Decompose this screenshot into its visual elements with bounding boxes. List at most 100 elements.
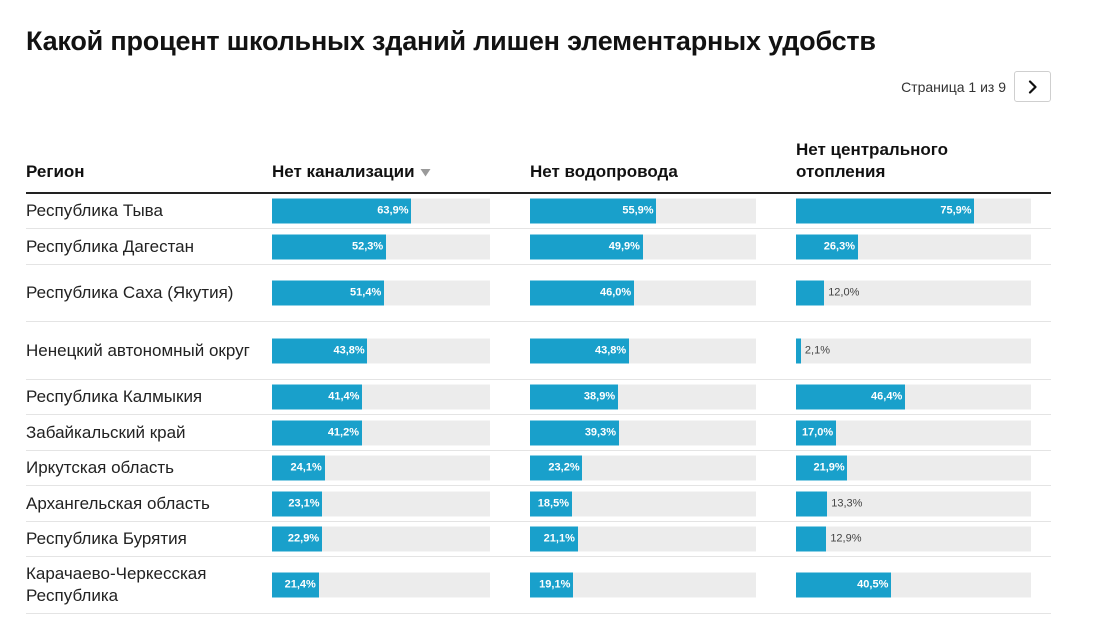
bar-track-no-heating: 26,3% — [796, 234, 1031, 259]
bar-value-label: 2,1% — [804, 344, 830, 356]
chevron-right-icon — [1028, 79, 1037, 94]
bar-value-label: 39,3% — [584, 426, 617, 438]
bar-track-no-sewerage: 63,9% — [272, 198, 490, 224]
bar-no-heating — [796, 384, 906, 410]
bar-no-sewerage — [272, 572, 319, 598]
bar-track-no-sewerage: 41,4% — [272, 384, 490, 410]
bar-value-label: 52,3% — [352, 240, 384, 252]
bar-value-label: 23,2% — [548, 461, 580, 474]
bar-value-label: 75,9% — [940, 204, 972, 217]
region-name: Республика Саха (Якутия) — [26, 283, 234, 302]
table-row: Республика Тыва 63,9% 55,9% 75,9% — [26, 194, 1051, 229]
bar-value-label: 21,1% — [543, 532, 575, 545]
bar-track-no-sewerage: 24,1% — [272, 455, 490, 481]
column-header-no-water[interactable]: Нет водопровода — [530, 162, 678, 181]
bar-no-sewerage — [272, 491, 323, 516]
bar-value-label: 26,3% — [823, 240, 855, 252]
bar-track-no-water: 18,5% — [530, 491, 756, 516]
bar-value-label: 38,9% — [583, 390, 616, 403]
bar-track-no-heating: 21,9% — [796, 455, 1031, 481]
region-name: Ненецкий автономный округ — [26, 340, 250, 360]
bar-track-no-sewerage: 22,9% — [272, 526, 490, 552]
table-row: Республика Калмыкия 41,4% 38,9% 46,4% — [26, 380, 1051, 415]
bar-no-heating — [796, 491, 828, 516]
bar-track-no-water: 38,9% — [530, 384, 756, 410]
column-header-label: Нет канализации — [272, 162, 415, 181]
bar-value-label: 43,8% — [594, 344, 627, 356]
bar-track-no-sewerage: 51,4% — [272, 280, 490, 306]
bar-value-label: 41,4% — [328, 390, 360, 403]
bar-track-no-water: 39,3% — [530, 420, 756, 445]
bar-no-water — [530, 280, 634, 306]
region-name: Архангельская область — [26, 493, 210, 513]
bar-track-no-water: 21,1% — [530, 526, 756, 552]
bar-no-heating — [796, 526, 827, 552]
bar-no-sewerage — [272, 198, 412, 224]
bar-track-no-water: 49,9% — [530, 234, 756, 259]
bar-no-water — [530, 234, 643, 259]
bar-value-label: 17,0% — [801, 426, 834, 438]
table-row: Забайкальский край 41,2% 39,3% 17,0% — [26, 415, 1051, 451]
table-row: Республика Саха (Якутия) 51,4% 46,0% 12,0% — [26, 265, 1051, 322]
bar-value-label: 51,4% — [350, 286, 382, 299]
bar-no-heating — [796, 572, 892, 598]
bar-track-no-heating: 46,4% — [796, 384, 1031, 410]
table-row: Иркутская область 24,1% 23,2% 21,9% — [26, 451, 1051, 486]
bar-track-no-sewerage: 21,4% — [272, 572, 490, 598]
page-indicator: Страница 1 из 9 — [901, 78, 1006, 95]
bar-track-no-water: 43,8% — [530, 338, 756, 363]
sort-desc-icon — [420, 169, 431, 177]
bar-no-sewerage — [272, 420, 362, 445]
bar-no-water — [530, 526, 578, 552]
bar-value-label: 41,2% — [327, 426, 360, 438]
pagination: Страница 1 из 9 — [901, 71, 1051, 102]
bar-track-no-heating: 12,9% — [796, 526, 1031, 552]
column-header-no-heating[interactable]: Нет центрального отопления — [796, 140, 949, 181]
bar-no-water — [530, 198, 657, 224]
bar-no-heating — [796, 234, 858, 259]
region-name: Иркутская область — [26, 458, 175, 477]
table-row: Республика Бурятия 22,9% 21,1% 12,9% — [26, 522, 1051, 557]
bar-value-label: 21,4% — [284, 578, 316, 591]
bar-track-no-sewerage: 23,1% — [272, 491, 490, 516]
bar-track-no-heating: 13,3% — [796, 491, 1031, 516]
bar-track-no-heating: 12,0% — [796, 280, 1031, 306]
next-page-button[interactable] — [1014, 71, 1051, 102]
bar-value-label: 49,9% — [608, 240, 640, 252]
bar-value-label: 22,9% — [287, 532, 320, 545]
bar-value-label: 13,3% — [831, 497, 863, 509]
bar-value-label: 63,9% — [377, 204, 409, 217]
bar-no-sewerage — [272, 384, 363, 410]
bar-track-no-heating: 40,5% — [796, 572, 1031, 598]
table-header: Регион Нет канализации Нет водопровода Н… — [26, 136, 1051, 194]
bar-value-label: 40,5% — [857, 578, 889, 591]
bar-no-heating — [796, 455, 848, 481]
bar-track-no-sewerage: 43,8% — [272, 338, 490, 363]
region-name: Республика Тыва — [26, 201, 163, 220]
bar-no-heating — [796, 420, 836, 445]
bar-value-label: 24,1% — [290, 461, 322, 474]
bar-no-sewerage — [272, 338, 368, 363]
bar-track-no-sewerage: 52,3% — [272, 234, 490, 259]
bar-no-heating — [796, 338, 801, 363]
bar-no-water — [530, 384, 618, 410]
data-table: Регион Нет канализации Нет водопровода Н… — [26, 136, 1051, 614]
region-name: Республика Бурятия — [26, 529, 187, 548]
bar-value-label: 12,0% — [828, 286, 860, 299]
bar-value-label: 18,5% — [537, 497, 569, 509]
bar-track-no-water: 23,2% — [530, 455, 756, 481]
table-row: Архангельская область 23,1% 18,5% 13,3% — [26, 486, 1051, 522]
bar-value-label: 12,9% — [830, 532, 862, 545]
bar-no-water — [530, 572, 574, 598]
bar-track-no-heating: 17,0% — [796, 420, 1031, 445]
column-header-region[interactable]: Регион — [26, 162, 85, 181]
bar-value-label: 43,8% — [333, 344, 365, 356]
bar-track-no-sewerage: 41,2% — [272, 420, 490, 445]
bar-no-heating — [796, 198, 975, 224]
bar-no-sewerage — [272, 455, 325, 481]
bar-no-water — [530, 338, 629, 363]
bar-track-no-heating: 75,9% — [796, 198, 1031, 224]
bar-value-label: 55,9% — [622, 204, 654, 217]
column-header-no-sewerage[interactable]: Нет канализации — [272, 161, 431, 183]
bar-no-sewerage — [272, 280, 385, 306]
